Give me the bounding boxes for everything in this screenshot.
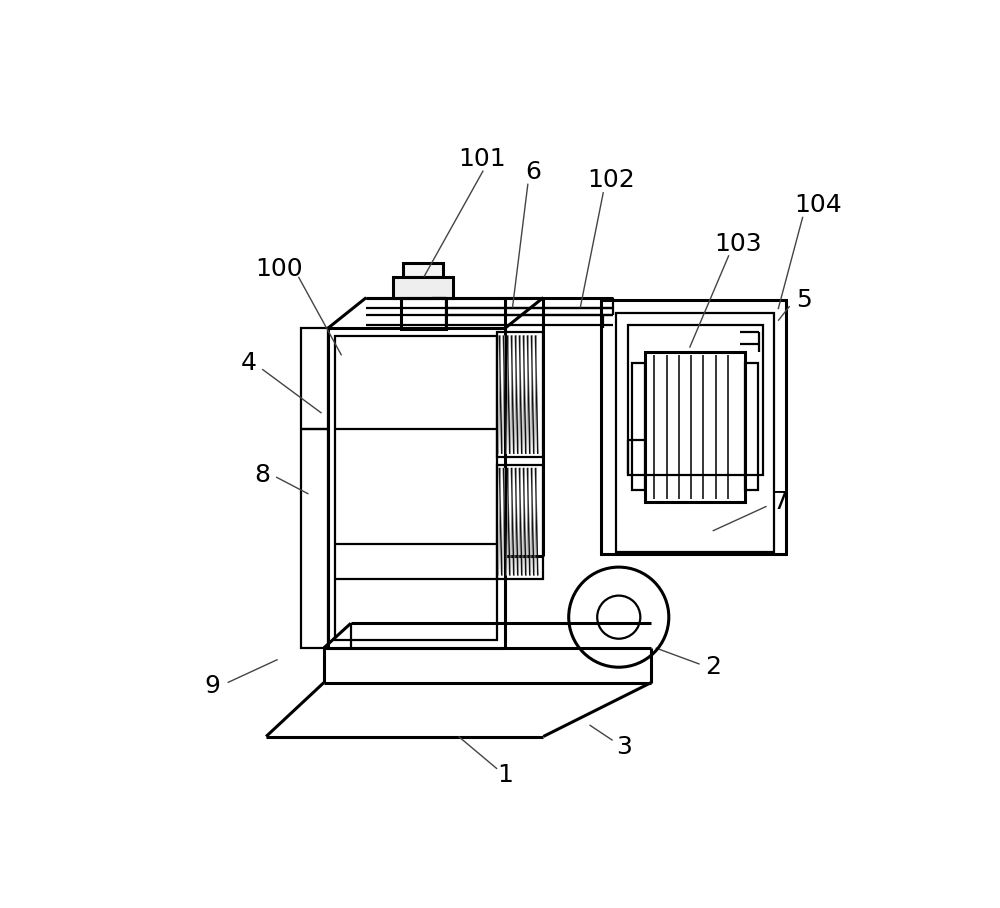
Text: 6: 6 — [525, 160, 541, 184]
Bar — [745, 363, 758, 490]
Bar — [393, 277, 453, 299]
Text: 2: 2 — [705, 656, 721, 679]
Bar — [301, 329, 328, 648]
Text: 5: 5 — [796, 288, 811, 312]
Bar — [403, 263, 443, 277]
Bar — [616, 313, 774, 552]
Text: 102: 102 — [587, 168, 635, 192]
Text: 7: 7 — [773, 489, 788, 514]
Bar — [497, 465, 543, 578]
Text: 101: 101 — [458, 147, 506, 171]
Text: 100: 100 — [255, 257, 303, 281]
Bar — [335, 336, 497, 640]
Bar — [601, 300, 786, 554]
Bar — [645, 351, 745, 501]
Bar — [628, 324, 763, 475]
Text: 8: 8 — [254, 463, 270, 487]
Text: 104: 104 — [794, 193, 842, 217]
Bar — [632, 363, 645, 490]
Text: 3: 3 — [616, 735, 632, 758]
Text: 103: 103 — [714, 232, 762, 256]
Text: 9: 9 — [204, 675, 220, 698]
Bar — [497, 332, 543, 457]
Bar — [401, 299, 446, 330]
Text: 1: 1 — [497, 763, 513, 787]
Text: 4: 4 — [241, 351, 257, 375]
